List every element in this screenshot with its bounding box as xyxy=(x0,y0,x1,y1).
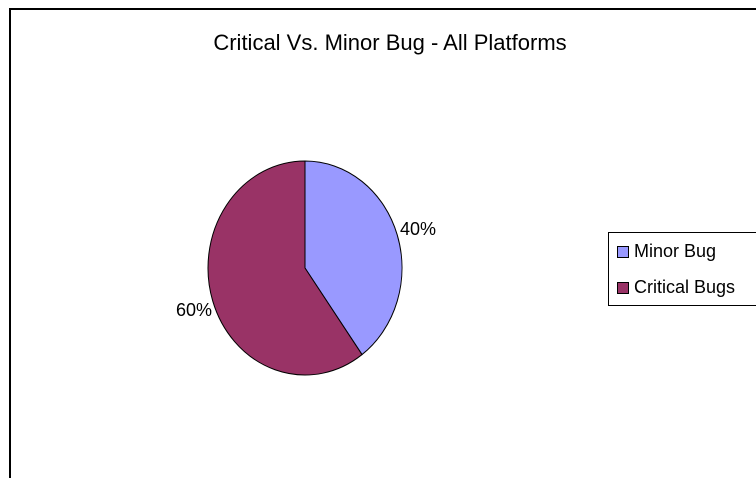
legend-item-critical-bugs: Critical Bugs xyxy=(617,277,735,298)
legend-label-critical-bugs: Critical Bugs xyxy=(634,277,736,297)
legend-label-minor-bug: Minor Bug xyxy=(634,241,717,261)
legend-swatch-minor-bug xyxy=(617,245,629,258)
chart-frame xyxy=(9,8,756,478)
legend-item-minor-bug: Minor Bug xyxy=(617,241,716,262)
pie-chart: 40% 60% xyxy=(176,160,436,376)
data-label-minor-bug: 40% xyxy=(400,219,436,239)
legend-swatch-critical-bugs xyxy=(617,281,629,294)
chart-title: Critical Vs. Minor Bug - All Platforms xyxy=(213,30,567,55)
pie-slice-minor-bug xyxy=(304,160,403,356)
legend: Minor Bug Critical Bugs xyxy=(608,232,756,306)
data-label-critical-bugs: 60% xyxy=(176,300,212,320)
pie-slice-critical-bugs xyxy=(207,160,363,376)
